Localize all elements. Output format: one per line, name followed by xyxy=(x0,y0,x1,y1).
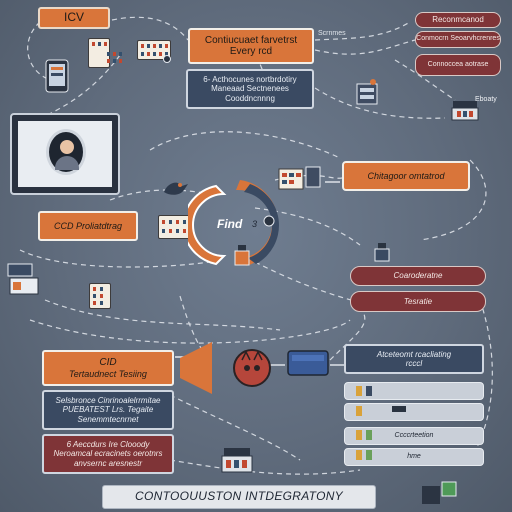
phone-icon xyxy=(45,59,69,93)
laptop-icon xyxy=(10,113,120,195)
top-sub-line-1: 6- Acthocunes nortbrdotiry xyxy=(203,75,297,85)
chitagoor-label: Chitagoor omtatrod xyxy=(367,170,445,181)
footer-title-bar: CONTOOUUSTON INTDEGRATONY xyxy=(102,485,376,509)
lower-right-row-4-label: hme xyxy=(407,452,421,460)
right-pill-2[interactable]: Conmocrn Seoarvhcrenres xyxy=(415,31,501,48)
bird-icon xyxy=(164,182,188,195)
right-mid-pill-2-label: Tesratie xyxy=(403,296,433,306)
lower-right-row-4[interactable]: hme xyxy=(344,448,484,466)
lower-left-line-1: 6 Aeccdurs Ire Clooody xyxy=(66,440,150,450)
hub-label: Find xyxy=(217,217,243,231)
server-icon xyxy=(422,481,457,504)
app-title-badge: ICV xyxy=(38,7,110,29)
github-cat-icon xyxy=(233,349,271,387)
person-avatar-icon xyxy=(46,129,86,175)
lower-right-row-2[interactable] xyxy=(344,403,484,421)
bottle-icon xyxy=(234,245,250,266)
lower-right-navy-line-1: Atceteomt rcacliating xyxy=(376,349,452,359)
top-box-line-2: Every rcd xyxy=(229,46,273,57)
printer-icon xyxy=(451,101,479,121)
right-mid-pill-1[interactable]: Coaroderatne xyxy=(350,266,486,286)
right-pill-1-label: Reconmcanod xyxy=(432,15,484,25)
lower-left-navy-box[interactable]: Selsbronce Cinrinoalelrrmitae PUEBATEST … xyxy=(42,390,174,430)
lower-right-row-3[interactable]: Ccccrteetion xyxy=(344,427,484,445)
chitagoor-box[interactable]: Chitagoor omtatrod xyxy=(342,161,470,191)
top-side-label: Scrnmes xyxy=(318,30,346,37)
gear-icon xyxy=(163,55,171,63)
right-pill-1[interactable]: Reconmcanod xyxy=(415,12,501,28)
printer-icon xyxy=(221,448,253,473)
ccd-label: CCD Proliatdtrag xyxy=(53,220,123,231)
kanban-board-icon xyxy=(278,166,321,190)
right-mid-pill-1-label: Coaroderatne xyxy=(393,271,443,281)
top-box-line-1: Contiucuaet farvetrst xyxy=(204,34,298,46)
kanban-board-icon xyxy=(88,38,122,68)
right-mid-pill-2[interactable]: Tesratie xyxy=(350,291,486,312)
bottle-icon xyxy=(374,243,390,262)
top-sub-box[interactable]: 6- Acthocunes nortbrdotiry Maneaad Sectn… xyxy=(186,69,314,109)
kanban-board-icon xyxy=(158,215,192,239)
lower-left-line-2: Neroamcal ecracinets oerotnrs xyxy=(53,449,163,459)
lower-left-line-3: anvsernc aresnestr xyxy=(73,458,143,468)
lower-right-navy-line-2: rcccl xyxy=(405,359,423,368)
footer-title: CONTOOUUSTON INTDEGRATONY xyxy=(135,489,343,504)
lower-left-navy-line-3: Senemmtecnrnet xyxy=(77,414,139,424)
lower-right-navy-box[interactable]: Atceteomt rcacliating rcccl xyxy=(344,344,484,374)
top-sub-line-3: Cooddncnnng xyxy=(225,93,275,103)
gear-icon xyxy=(263,215,275,227)
bottle-icon xyxy=(356,386,406,460)
lower-left-maroon-box[interactable]: 6 Aeccdurs Ire Clooody Neroamcal ecracin… xyxy=(42,434,174,474)
kanban-board-icon xyxy=(89,283,111,309)
ci-subtitle: Tertaudnect Tesiing xyxy=(69,368,147,379)
lower-right-row-3-label: Ccccrteetion xyxy=(394,431,434,439)
lower-left-navy-line-1: Selsbronce Cinrinoalelrrmitae xyxy=(55,396,161,406)
ci-title: CID xyxy=(99,357,117,369)
top-sub-line-2: Maneaad Sectnenees xyxy=(211,84,289,94)
kanban-board-icon xyxy=(137,40,171,60)
pipeline-funnel xyxy=(180,342,212,394)
app-title: ICV xyxy=(63,10,84,25)
ccd-box[interactable]: CCD Proliatdtrag xyxy=(38,211,138,241)
lower-left-navy-line-2: PUEBATEST Lrs. Tegaite xyxy=(62,405,154,415)
find-hub[interactable] xyxy=(188,178,284,270)
folder-icon xyxy=(7,263,39,295)
server-icon xyxy=(356,79,378,105)
right-pill-3-label: Connoccea aotrase xyxy=(427,60,489,68)
top-integration-box[interactable]: Contiucuaet farvetrst Every rcd xyxy=(188,28,314,64)
lower-right-row-1[interactable] xyxy=(344,382,484,400)
right-tag: Eboaty xyxy=(475,96,497,103)
hub-mark: 3 xyxy=(252,219,258,229)
ci-testing-box[interactable]: CID Tertaudnect Tesiing xyxy=(42,350,174,386)
right-pill-3[interactable]: Connoccea aotrase xyxy=(415,54,501,76)
cloud-icon xyxy=(287,350,329,376)
right-pill-2-label: Conmocrn Seoarvhcrenres xyxy=(416,35,500,43)
